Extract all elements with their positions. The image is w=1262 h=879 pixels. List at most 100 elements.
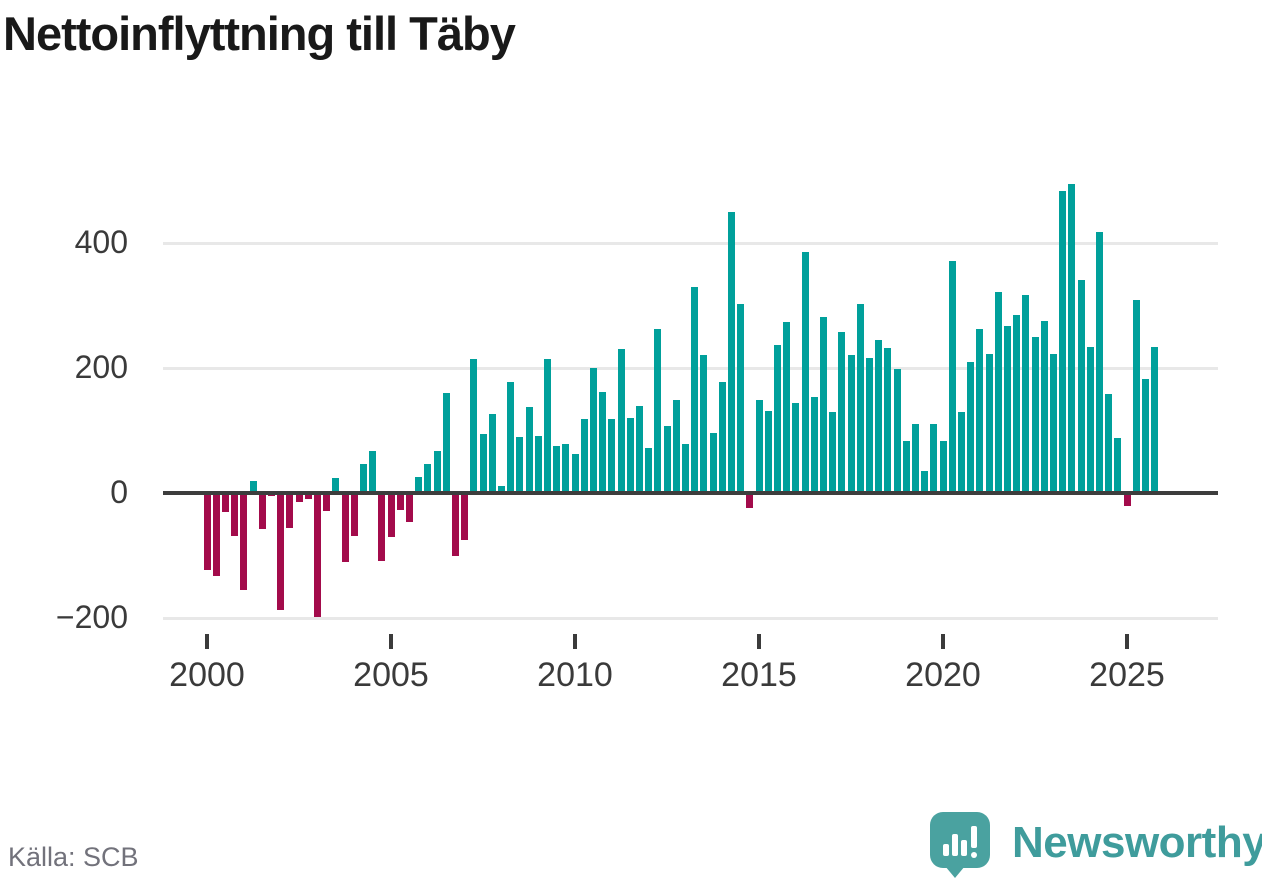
bar-2011Q2 bbox=[617, 349, 625, 493]
bar-2020Q2 bbox=[948, 261, 956, 493]
bar-2017Q1 bbox=[829, 411, 837, 493]
bar-2008Q1 bbox=[497, 486, 505, 493]
bar-2020Q3 bbox=[957, 411, 965, 493]
bar-2023Q3 bbox=[1068, 183, 1076, 493]
y-axis-tick-label: 400 bbox=[74, 224, 128, 260]
bar-2009Q3 bbox=[553, 445, 561, 493]
bar-2016Q4 bbox=[819, 316, 827, 493]
y-axis-tick-label: 200 bbox=[74, 349, 128, 385]
bar-2002Q1 bbox=[277, 493, 285, 610]
bar-2016Q2 bbox=[801, 252, 809, 493]
x-axis-tick-label: 2000 bbox=[169, 656, 245, 694]
bar-2000Q3 bbox=[221, 493, 229, 512]
bar-2002Q2 bbox=[286, 493, 294, 528]
bar-2022Q3 bbox=[1031, 337, 1039, 493]
bar-2018Q4 bbox=[893, 369, 901, 493]
bar-2015Q4 bbox=[783, 321, 791, 493]
bar-2024Q3 bbox=[1105, 393, 1113, 493]
gridline bbox=[163, 617, 1218, 620]
bar-2025Q4 bbox=[1151, 346, 1159, 493]
bar-2017Q3 bbox=[847, 354, 855, 493]
bar-2019Q1 bbox=[902, 441, 910, 493]
bar-2000Q4 bbox=[231, 493, 239, 537]
bar-2023Q1 bbox=[1049, 353, 1057, 493]
badge-bar-icon bbox=[943, 844, 949, 856]
bar-2022Q4 bbox=[1040, 321, 1048, 493]
x-axis-tick-label: 2020 bbox=[905, 656, 981, 694]
bar-2008Q3 bbox=[516, 436, 524, 493]
bar-2000Q2 bbox=[212, 493, 220, 577]
bar-2002Q3 bbox=[295, 493, 303, 503]
bar-2012Q2 bbox=[654, 328, 662, 493]
badge-bar-icon bbox=[952, 834, 958, 856]
bar-2018Q3 bbox=[884, 348, 892, 493]
bar-2019Q3 bbox=[921, 471, 929, 493]
bar-2014Q4 bbox=[746, 493, 754, 508]
bar-2010Q2 bbox=[580, 418, 588, 493]
bar-2024Q1 bbox=[1086, 346, 1094, 493]
bar-2025Q3 bbox=[1141, 378, 1149, 493]
newsworthy-badge-icon bbox=[930, 812, 990, 868]
x-axis-tick-label: 2015 bbox=[721, 656, 797, 694]
bar-2011Q4 bbox=[635, 405, 643, 493]
bar-2003Q1 bbox=[313, 493, 321, 618]
bar-2010Q3 bbox=[589, 368, 597, 493]
newsworthy-logo: Newsworthy bbox=[930, 810, 1262, 878]
bar-2005Q3 bbox=[405, 493, 413, 522]
bar-2021Q1 bbox=[976, 329, 984, 493]
bar-2004Q4 bbox=[378, 493, 386, 561]
bar-2009Q4 bbox=[562, 443, 570, 493]
bar-2004Q2 bbox=[359, 464, 367, 493]
bar-2023Q4 bbox=[1077, 279, 1085, 493]
bar-2014Q3 bbox=[737, 303, 745, 493]
bar-2018Q2 bbox=[875, 339, 883, 493]
bar-2006Q4 bbox=[451, 493, 459, 557]
bar-2013Q2 bbox=[691, 286, 699, 493]
x-axis-tick-label: 2025 bbox=[1089, 656, 1165, 694]
bar-2011Q3 bbox=[626, 418, 634, 493]
bar-2005Q1 bbox=[387, 493, 395, 537]
bar-2008Q2 bbox=[507, 381, 515, 493]
x-axis-tick-mark bbox=[757, 634, 761, 649]
bar-2022Q1 bbox=[1013, 314, 1021, 493]
bar-2024Q2 bbox=[1095, 232, 1103, 493]
bar-2014Q2 bbox=[727, 212, 735, 493]
bar-2016Q1 bbox=[792, 403, 800, 493]
bar-2007Q2 bbox=[470, 358, 478, 493]
bar-2006Q1 bbox=[424, 464, 432, 493]
bar-2015Q3 bbox=[773, 344, 781, 493]
bar-2010Q4 bbox=[599, 392, 607, 493]
bar-2024Q4 bbox=[1114, 438, 1122, 493]
bar-2003Q2 bbox=[323, 493, 331, 512]
bar-2020Q1 bbox=[939, 441, 947, 493]
bar-2023Q2 bbox=[1059, 190, 1067, 493]
bar-2003Q4 bbox=[341, 493, 349, 563]
chart-title: Nettoinflyttning till Täby bbox=[3, 7, 516, 60]
bar-2013Q3 bbox=[700, 354, 708, 493]
x-axis-tick-mark bbox=[573, 634, 577, 649]
badge-exclamation-icon bbox=[971, 826, 977, 848]
bar-2011Q1 bbox=[608, 418, 616, 493]
x-axis-tick-mark bbox=[389, 634, 393, 649]
gridline bbox=[163, 242, 1218, 245]
bar-2007Q3 bbox=[479, 434, 487, 493]
source-label: Källa: SCB bbox=[8, 842, 139, 872]
x-axis-tick-label: 2005 bbox=[353, 656, 429, 694]
bar-2012Q1 bbox=[645, 448, 653, 493]
badge-speech-tail bbox=[945, 866, 965, 878]
gridline bbox=[163, 367, 1218, 370]
bar-2020Q4 bbox=[967, 361, 975, 493]
bar-2001Q2 bbox=[249, 481, 257, 493]
bar-2021Q2 bbox=[985, 353, 993, 493]
zero-axis-line bbox=[163, 491, 1218, 495]
bar-2019Q4 bbox=[930, 424, 938, 493]
bar-2005Q2 bbox=[396, 493, 404, 510]
bar-2006Q2 bbox=[433, 450, 441, 493]
bar-2002Q4 bbox=[304, 493, 312, 500]
bar-2013Q1 bbox=[681, 444, 689, 493]
bar-2025Q1 bbox=[1123, 493, 1131, 507]
bar-2007Q4 bbox=[488, 414, 496, 493]
bar-2001Q1 bbox=[240, 493, 248, 590]
bar-2019Q2 bbox=[911, 423, 919, 493]
